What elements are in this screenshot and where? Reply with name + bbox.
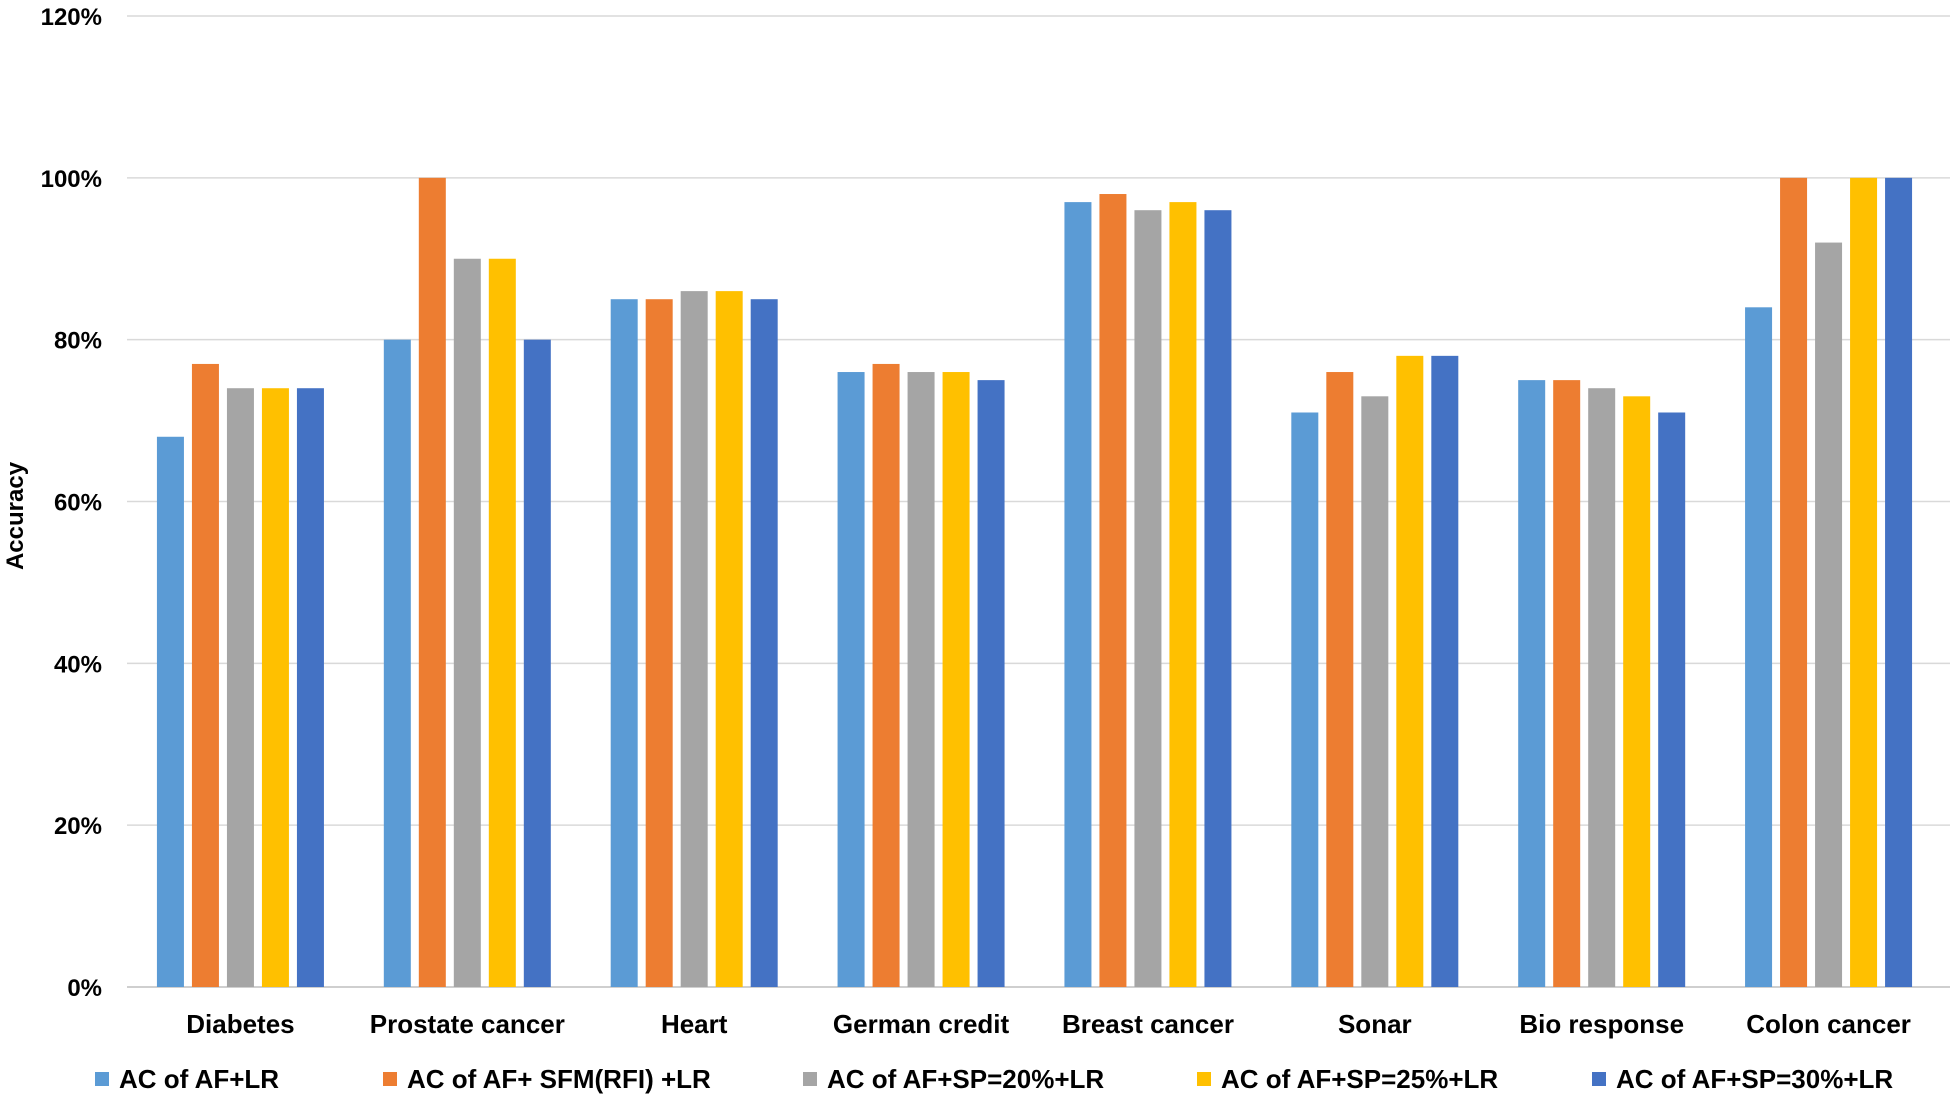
y-axis-ticks: 0% 20% 40% 60% 80% 100% 120% (41, 4, 102, 1002)
x-category-label: Diabetes (186, 1009, 294, 1039)
bar (1850, 177, 1878, 988)
bar (977, 380, 1005, 987)
x-category-label: Colon cancer (1746, 1009, 1911, 1039)
bar (191, 363, 219, 988)
bar (296, 388, 324, 987)
y-tick-label: 20% (54, 813, 102, 840)
bar (1623, 396, 1651, 987)
y-tick-label: 100% (41, 166, 102, 193)
bar (488, 258, 516, 987)
bar (1431, 355, 1459, 988)
x-axis-categories: Diabetes Prostate cancer Heart German credi… (186, 1009, 1911, 1039)
bar (523, 339, 551, 988)
bar (645, 299, 673, 987)
bar (261, 388, 289, 987)
bars (156, 177, 1913, 988)
x-category-label: German credit (833, 1009, 1010, 1039)
x-category-label: Prostate cancer (370, 1009, 565, 1039)
bar (715, 291, 743, 987)
x-category-label: Sonar (1338, 1009, 1412, 1039)
bar (1134, 210, 1162, 987)
bar (610, 299, 638, 987)
bar (1885, 177, 1913, 988)
bar (383, 339, 411, 988)
legend-label: AC of AF+SP=30%+LR (1616, 1064, 1893, 1094)
legend-swatch (95, 1072, 109, 1086)
bar (942, 372, 970, 987)
bar (418, 177, 446, 988)
x-category-label: Breast cancer (1062, 1009, 1234, 1039)
bar (1361, 396, 1389, 987)
bar (750, 299, 778, 987)
legend-swatch (1197, 1072, 1211, 1086)
bar (1169, 202, 1197, 987)
y-tick-label: 80% (54, 328, 102, 355)
x-category-label: Bio response (1519, 1009, 1684, 1039)
bar (1064, 202, 1092, 987)
bar (453, 258, 481, 987)
legend: AC of AF+LR AC of AF+ SFM(RFI) +LR AC of A… (95, 1064, 1893, 1094)
bar (1780, 177, 1808, 988)
bar (837, 372, 865, 987)
bar (1745, 307, 1773, 987)
bar (1204, 210, 1232, 987)
y-tick-label: 120% (41, 4, 102, 31)
bar (1553, 380, 1581, 987)
bar (226, 388, 254, 987)
y-tick-label: 0% (67, 975, 102, 1002)
legend-label: AC of AF+LR (119, 1064, 279, 1094)
bar (907, 372, 935, 987)
legend-swatch (803, 1072, 817, 1086)
bar (680, 291, 708, 987)
bar (1396, 355, 1424, 988)
bar (1326, 372, 1354, 987)
bar (156, 436, 184, 987)
x-category-label: Heart (661, 1009, 728, 1039)
bar (1658, 412, 1686, 987)
legend-label: AC of AF+SP=25%+LR (1221, 1064, 1498, 1094)
bar (1291, 412, 1319, 987)
legend-swatch (383, 1072, 397, 1086)
bar (1588, 388, 1616, 987)
bar (872, 363, 900, 988)
bar (1815, 242, 1843, 988)
bar (1518, 380, 1546, 987)
y-tick-label: 60% (54, 490, 102, 517)
legend-label: AC of AF+SP=20%+LR (827, 1064, 1104, 1094)
y-axis-title: Accuracy (2, 461, 29, 570)
legend-swatch (1592, 1072, 1606, 1086)
legend-label: AC of AF+ SFM(RFI) +LR (407, 1064, 711, 1094)
bar (1099, 194, 1127, 987)
y-tick-label: 40% (54, 651, 102, 678)
